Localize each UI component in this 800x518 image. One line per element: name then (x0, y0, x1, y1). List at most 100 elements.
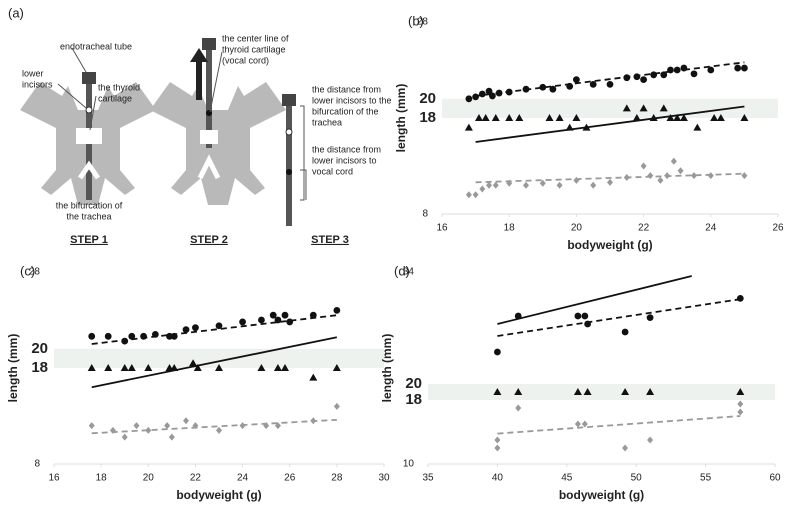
point (545, 114, 554, 121)
silhouette (20, 38, 307, 226)
point (673, 114, 682, 121)
point (621, 388, 630, 395)
x-tick-label: 26 (772, 223, 784, 234)
reference-band (428, 384, 775, 400)
x-axis-title: bodyweight (g) (559, 488, 644, 502)
point (274, 422, 281, 430)
x-tick-label: 40 (492, 473, 504, 484)
point (680, 64, 688, 72)
point (632, 114, 641, 121)
point (189, 359, 198, 367)
point (737, 400, 744, 408)
fit-line (475, 172, 745, 184)
point (486, 181, 493, 189)
annotation: incisors (22, 79, 53, 89)
point (493, 388, 502, 395)
point (215, 322, 223, 330)
x-tick-label: 60 (769, 473, 781, 484)
fit-line (475, 105, 745, 143)
point (640, 162, 647, 170)
point (736, 388, 745, 395)
y-tick-label: 28 (29, 267, 41, 278)
x-tick-label: 28 (331, 473, 343, 484)
point (121, 337, 129, 345)
point (170, 364, 179, 371)
point (707, 66, 715, 74)
annotation: endotracheal tube (60, 41, 132, 51)
y-tick-label: 18 (31, 359, 48, 376)
point (464, 123, 473, 131)
point (679, 114, 688, 121)
annotation: (vocal cord) (222, 55, 269, 65)
point (474, 114, 483, 121)
point (621, 328, 629, 336)
point (239, 318, 246, 326)
point (572, 114, 581, 121)
point (670, 157, 677, 165)
y-axis-title: length (mm) (6, 334, 20, 403)
point (623, 74, 631, 82)
point (623, 174, 630, 182)
point (88, 332, 96, 340)
point (515, 404, 522, 412)
y-tick-label: 20 (405, 375, 422, 392)
y-tick-label: 18 (419, 109, 436, 126)
y-axis-title: length (mm) (380, 334, 394, 403)
point (647, 436, 654, 444)
point (707, 172, 714, 180)
point (523, 181, 529, 189)
point (192, 422, 199, 430)
fit-line (91, 314, 337, 345)
annotation: bifurcation of the (312, 106, 379, 116)
point (269, 311, 277, 319)
point (494, 436, 501, 444)
point (606, 81, 614, 88)
point (310, 417, 317, 425)
fit-line (497, 298, 741, 337)
point (183, 417, 189, 425)
step-label: STEP 3 (311, 234, 349, 246)
point (281, 364, 289, 371)
point (104, 332, 112, 340)
point (556, 181, 563, 189)
point (333, 307, 341, 314)
point (622, 444, 629, 452)
point (164, 422, 171, 430)
point (481, 114, 490, 121)
annotation: the thyroid (98, 82, 140, 92)
y-tick-label: 8 (422, 209, 428, 220)
point (257, 364, 266, 371)
point (309, 373, 318, 381)
point (514, 312, 522, 320)
point (515, 114, 524, 121)
annotation: lower incisors to the (312, 95, 392, 105)
point (741, 172, 748, 180)
point (478, 90, 486, 98)
point (216, 426, 222, 434)
x-tick-label: 26 (284, 473, 296, 484)
point (494, 444, 501, 452)
point (522, 85, 530, 93)
x-tick-label: 16 (48, 473, 60, 484)
point (514, 388, 523, 395)
x-tick-label: 20 (571, 223, 583, 234)
point (333, 402, 340, 410)
point (666, 114, 675, 121)
point (691, 172, 697, 180)
x-tick-label: 24 (705, 223, 717, 234)
point (485, 87, 493, 95)
point (151, 331, 159, 338)
x-tick-label: 35 (422, 473, 434, 484)
point (581, 420, 588, 428)
point (258, 316, 265, 324)
annotation: lower (22, 68, 44, 78)
diagram: (a) endotracheal tube l (8, 5, 392, 245)
point (505, 88, 513, 96)
point (583, 388, 592, 395)
step-label: STEP 2 (190, 234, 228, 246)
fit-line (91, 336, 338, 389)
point (566, 82, 574, 90)
point (650, 71, 658, 79)
annotation: the center line of (222, 33, 289, 43)
point (309, 311, 317, 319)
